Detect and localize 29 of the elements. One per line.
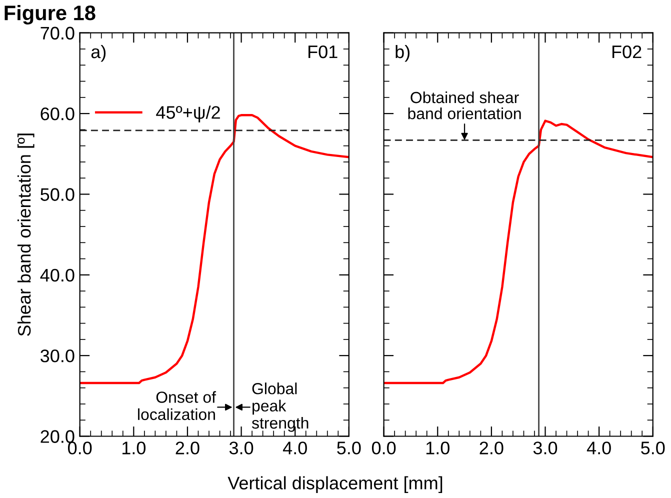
y-axis-title: Shear band orientation [º] bbox=[17, 134, 34, 336]
x-axis-title: Vertical displacement [mm] bbox=[228, 476, 442, 494]
annotation: F01 bbox=[308, 45, 338, 58]
x-tick-label: 0.0 bbox=[372, 442, 396, 454]
chart-title: Figure 18 bbox=[4, 4, 96, 24]
x-tick-label: 5.0 bbox=[641, 442, 665, 454]
y-tick-label: 40.0 bbox=[40, 268, 74, 282]
annotation: Obtained shear band orientation bbox=[408, 91, 521, 120]
x-tick-label: 2.0 bbox=[176, 442, 200, 454]
y-tick-label: 30.0 bbox=[40, 350, 74, 362]
x-tick-label: 4.0 bbox=[282, 442, 307, 454]
x-tick-label: 1.0 bbox=[122, 442, 146, 454]
x-tick-label: 1.0 bbox=[426, 442, 450, 454]
y-tick-label: 50.0 bbox=[40, 188, 74, 201]
x-tick-label: 2.0 bbox=[480, 442, 504, 454]
annotation: a) bbox=[91, 44, 106, 62]
x-tick-label: 4.0 bbox=[586, 442, 611, 454]
x-tick-label: 0.0 bbox=[68, 442, 92, 454]
y-tick-label: 20.0 bbox=[40, 430, 74, 443]
annotation: Onset of localization bbox=[138, 391, 216, 420]
x-tick-label: 5.0 bbox=[337, 442, 361, 454]
x-tick-label: 3.0 bbox=[229, 442, 254, 454]
legend-label: 45º+ψ/2 bbox=[156, 106, 220, 122]
y-tick-label: 60.0 bbox=[40, 107, 74, 120]
annotation: F02 bbox=[612, 45, 642, 58]
x-tick-label: 3.0 bbox=[533, 442, 558, 454]
annotation: Global peak strength bbox=[252, 382, 308, 432]
y-tick-label: 70.0 bbox=[40, 26, 74, 40]
annotation: b) bbox=[396, 44, 410, 62]
